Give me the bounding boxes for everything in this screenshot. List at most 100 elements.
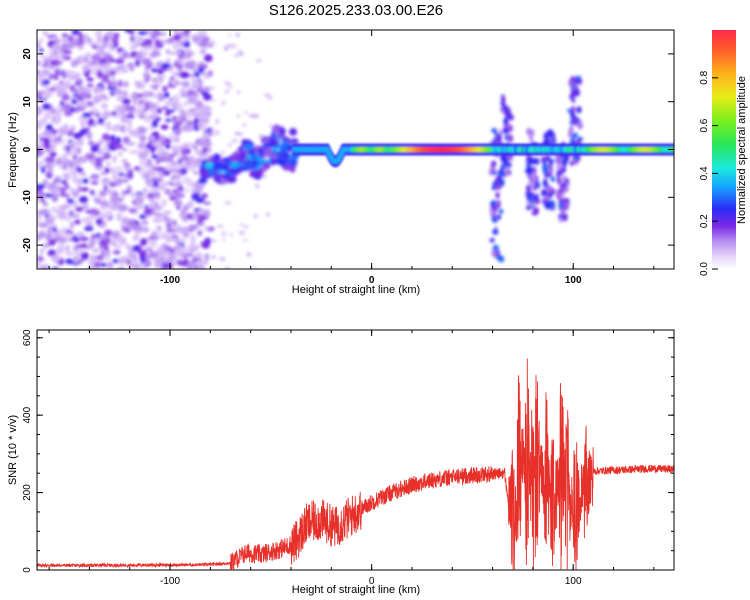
noise-blob — [91, 248, 100, 253]
noise-blob — [188, 224, 199, 231]
colorbar-tick-label: 0.6 — [699, 118, 710, 132]
noise-blob — [169, 162, 176, 171]
noise-blob — [115, 89, 124, 95]
noise-blob — [201, 243, 210, 249]
noise-blob — [73, 72, 82, 78]
noise-blob — [188, 73, 195, 78]
noise-blob — [188, 242, 196, 249]
noise-blob — [205, 116, 210, 121]
noise-blob — [181, 188, 191, 193]
noise-blob — [93, 86, 100, 94]
band-blob — [270, 139, 279, 145]
burst-blob — [533, 182, 537, 191]
noise-blob — [182, 177, 192, 184]
noise-blob — [112, 173, 117, 182]
burst-blob — [525, 166, 532, 175]
noise-blob — [77, 184, 82, 189]
noise-blob — [65, 244, 70, 253]
spectrogram-blobs — [37, 30, 584, 269]
noise-blob — [169, 195, 176, 201]
noise-blob — [120, 95, 129, 100]
noise-blob — [110, 69, 116, 76]
burst-blob — [526, 162, 531, 168]
noise-blob — [191, 192, 196, 201]
noise-blob — [149, 212, 157, 216]
noise-blob — [51, 115, 56, 122]
noise-blob — [192, 183, 201, 188]
noise-blob — [155, 225, 162, 230]
noise-blob — [92, 95, 103, 103]
noise-blob — [224, 266, 230, 269]
burst-blob — [544, 194, 549, 201]
noise-blob — [112, 249, 121, 255]
band-blob — [237, 152, 248, 161]
noise-blob — [78, 196, 89, 204]
noise-blob — [171, 228, 178, 233]
noise-blob — [184, 48, 192, 54]
colorbar-ticks: 0.0 0.2 0.4 0.6 0.8 — [699, 70, 718, 276]
noise-blob — [77, 86, 86, 90]
noise-blob — [195, 100, 204, 109]
noise-blob — [43, 140, 51, 149]
noise-blob — [221, 238, 226, 242]
y-tick-label: 400 — [22, 406, 33, 423]
noise-blob — [37, 73, 45, 82]
noise-blob — [40, 166, 46, 174]
noise-blob — [220, 231, 228, 237]
noise-blob — [120, 179, 129, 183]
colorbar-tick-label: 0.8 — [699, 70, 710, 84]
noise-blob — [46, 167, 54, 173]
band-blob — [198, 169, 207, 175]
band-blob — [230, 168, 240, 173]
noise-blob — [100, 262, 107, 268]
noise-blob — [118, 151, 123, 157]
noise-blob — [153, 167, 163, 171]
burst-blob — [492, 170, 497, 175]
noise-blob — [51, 227, 58, 232]
noise-blob — [193, 171, 198, 175]
snr-xlabel: Height of straight line (km) — [292, 584, 420, 596]
noise-blob — [123, 174, 132, 178]
burst-blob — [561, 166, 566, 173]
noise-blob — [104, 229, 113, 236]
noise-blob — [110, 67, 121, 72]
noise-blob — [60, 129, 71, 135]
noise-blob — [172, 189, 180, 193]
noise-blob — [61, 33, 69, 38]
noise-blob — [168, 133, 175, 141]
noise-blob — [229, 232, 233, 237]
noise-blob — [69, 71, 76, 77]
noise-blob — [118, 51, 126, 56]
noise-blob — [101, 177, 110, 181]
noise-blob — [37, 107, 44, 115]
band-blob — [272, 125, 279, 134]
y-tick-label: 200 — [22, 484, 33, 501]
noise-blob — [139, 134, 147, 142]
burst-blob — [565, 183, 569, 193]
noise-blob — [93, 143, 101, 148]
noise-blob — [133, 129, 140, 133]
noise-blob — [79, 243, 88, 249]
colorbar-tick-label: 0.4 — [699, 166, 710, 180]
noise-blob — [83, 226, 94, 232]
band-blob — [276, 134, 282, 140]
noise-blob — [157, 93, 165, 102]
noise-blob — [112, 115, 122, 119]
noise-blob — [75, 232, 86, 239]
noise-blob — [137, 110, 147, 115]
noise-blob — [87, 39, 93, 45]
noise-blob — [50, 233, 60, 238]
noise-blob — [191, 142, 199, 148]
noise-blob — [116, 212, 123, 219]
noise-blob — [105, 41, 115, 47]
noise-blob — [191, 34, 200, 41]
noise-blob — [48, 226, 53, 230]
noise-blob — [209, 40, 216, 45]
noise-blob — [104, 236, 111, 245]
noise-blob — [70, 213, 81, 218]
noise-blob — [115, 94, 122, 102]
noise-blob — [109, 33, 114, 38]
noise-blob — [264, 93, 271, 97]
noise-blob — [113, 143, 123, 150]
